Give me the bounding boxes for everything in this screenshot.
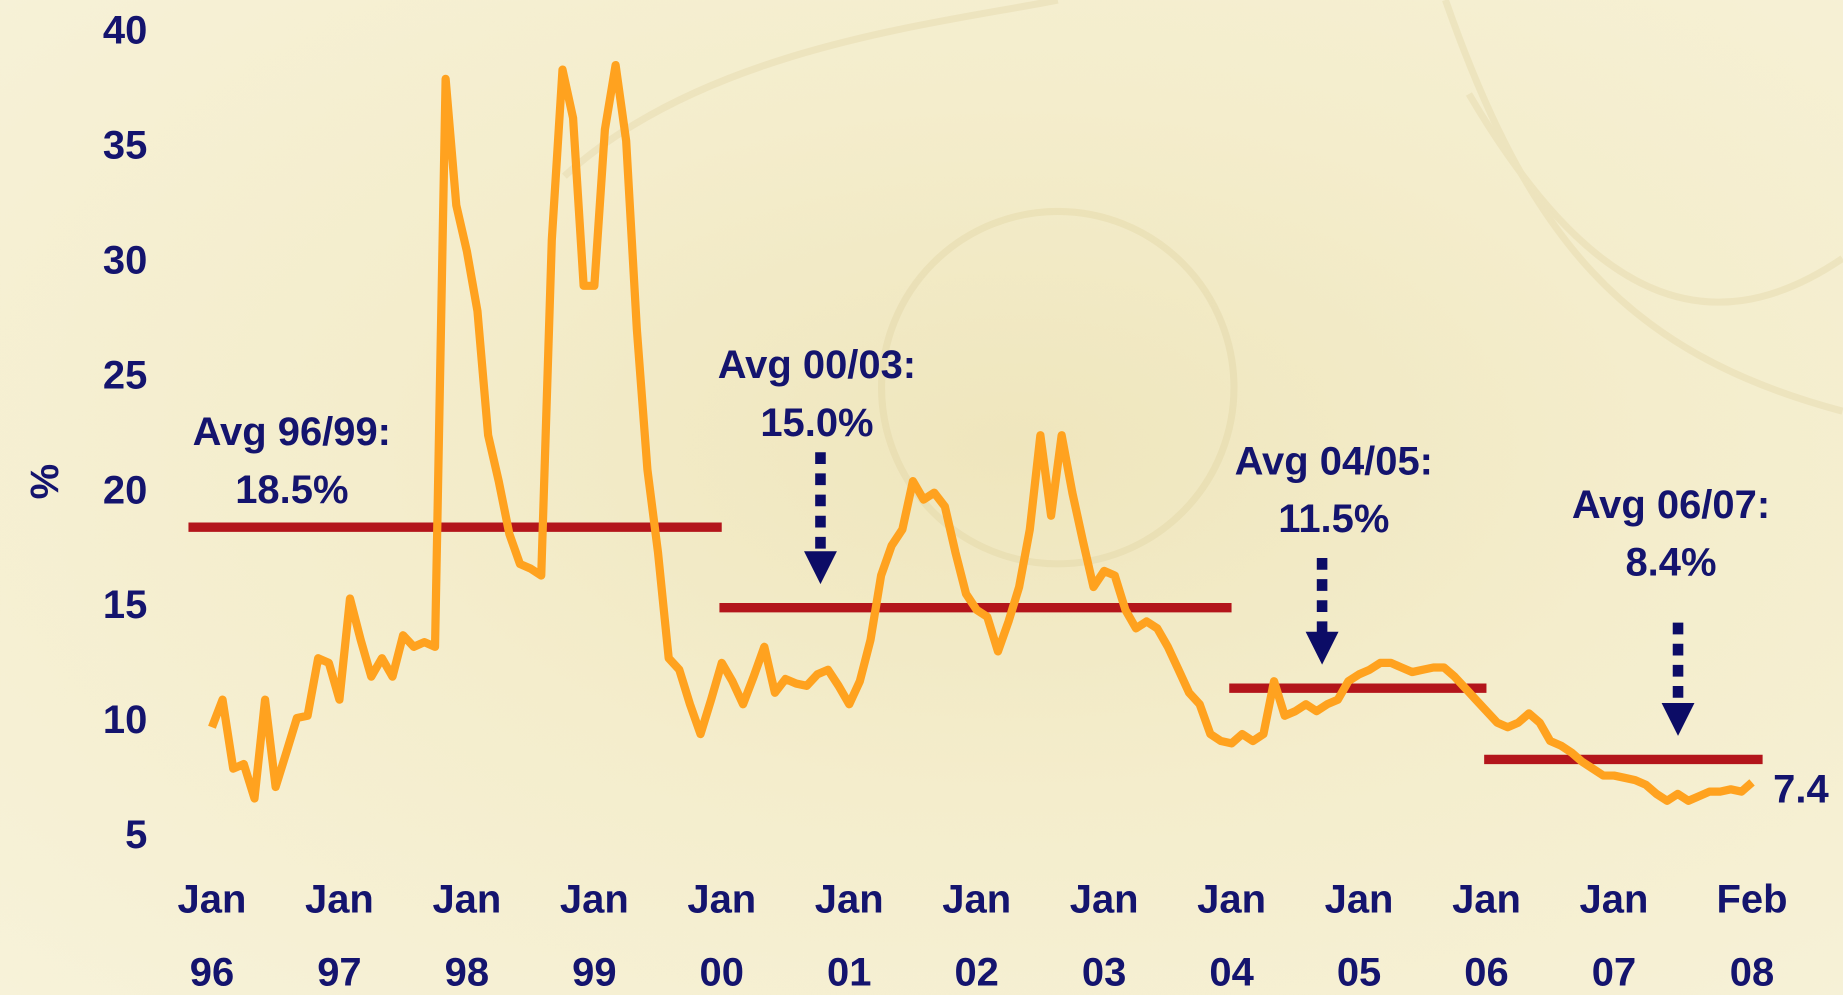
- average-value-label: 11.5%: [1278, 497, 1389, 541]
- x-tick-label: Jan: [305, 878, 374, 922]
- y-tick-label: 10: [103, 698, 147, 742]
- arrow-head: [1305, 631, 1339, 665]
- x-tick-label: Jan: [1197, 878, 1266, 922]
- x-tick-label: 96: [190, 951, 234, 995]
- x-tick-label: Jan: [432, 878, 501, 922]
- x-tick-label: 99: [572, 951, 616, 995]
- average-label: Avg 04/05:: [1235, 440, 1433, 484]
- x-tick-label: 98: [445, 951, 489, 995]
- arrow-head: [1661, 703, 1695, 736]
- x-tick-label: 06: [1464, 951, 1508, 995]
- x-tick-label: 07: [1592, 951, 1636, 995]
- arrow-head: [804, 551, 837, 585]
- y-tick-label: 30: [103, 238, 147, 282]
- x-tick-label: Jan: [687, 878, 756, 922]
- average-label: Avg 96/99:: [193, 410, 391, 454]
- x-tick-label: Jan: [815, 878, 884, 922]
- x-tick-label: Jan: [178, 878, 247, 922]
- y-axis-label: %: [23, 464, 67, 500]
- y-tick-label: 5: [125, 813, 147, 857]
- y-tick-label: 25: [103, 353, 147, 397]
- x-tick-label: 05: [1337, 951, 1381, 995]
- x-tick-label: Jan: [560, 878, 629, 922]
- average-label: Avg 06/07:: [1572, 483, 1770, 527]
- x-tick-label: 97: [317, 951, 361, 995]
- data-line: [208, 60, 1755, 805]
- y-tick-label: 40: [103, 8, 147, 52]
- x-tick-label: 03: [1082, 951, 1126, 995]
- average-label: Avg 00/03:: [718, 343, 916, 387]
- end-value-label: 7.4: [1773, 767, 1829, 811]
- x-tick-label: Feb: [1717, 878, 1788, 922]
- x-tick-label: Jan: [1580, 878, 1649, 922]
- x-tick-label: 00: [700, 951, 744, 995]
- x-tick-label: 04: [1209, 951, 1253, 995]
- y-tick-label: 15: [103, 583, 147, 627]
- average-value-label: 8.4%: [1625, 541, 1716, 585]
- y-tick-label: 35: [103, 123, 147, 167]
- x-tick-label: 01: [827, 951, 871, 995]
- x-tick-label: Jan: [1452, 878, 1521, 922]
- x-tick-label: 02: [954, 951, 998, 995]
- y-tick-label: 20: [103, 468, 147, 512]
- x-tick-label: 08: [1730, 951, 1774, 995]
- average-value-label: 18.5%: [235, 468, 348, 512]
- average-value-label: 15.0%: [760, 401, 873, 445]
- x-tick-label: Jan: [1070, 878, 1139, 922]
- x-tick-label: Jan: [942, 878, 1011, 922]
- background-pattern: [562, 0, 1843, 568]
- x-tick-label: Jan: [1325, 878, 1394, 922]
